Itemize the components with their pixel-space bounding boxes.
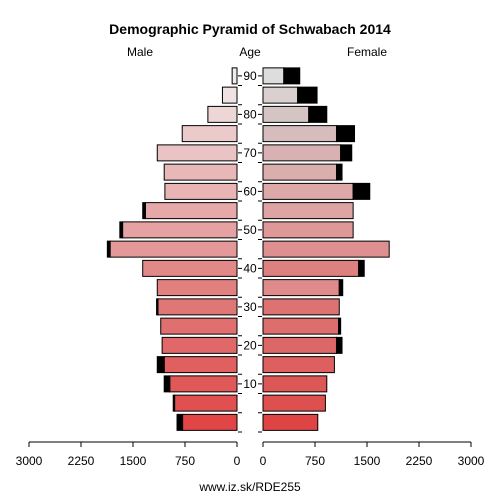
male-surplus-bar [176, 413, 184, 431]
male-bar [122, 221, 238, 239]
female-bars [262, 67, 390, 431]
age-tick-label: 50 [243, 223, 257, 237]
male-bar [207, 105, 238, 123]
female-bar [262, 125, 337, 143]
male-bar [163, 163, 238, 181]
female-bar [262, 240, 390, 258]
male-surplus-bar [142, 202, 146, 220]
male-surplus-bar [163, 375, 171, 393]
male-bar [163, 356, 238, 374]
chart-title: Demographic Pyramid of Schwabach 2014 [109, 21, 391, 37]
female-bar [262, 317, 340, 335]
x-tick-label: 0 [234, 454, 241, 468]
male-bar [156, 144, 238, 162]
x-tick-label: 750 [175, 454, 195, 468]
age-tick-label: 10 [243, 377, 257, 391]
female-surplus-bar [283, 67, 301, 85]
male-bar [144, 202, 238, 220]
female-bar [262, 144, 342, 162]
male-bar [182, 413, 238, 431]
x-tick-label: 3000 [458, 454, 485, 468]
female-surplus-bar [308, 105, 328, 123]
x-tick-label: 750 [305, 454, 325, 468]
female-bar [262, 182, 354, 200]
male-bar [169, 375, 238, 393]
female-bar [262, 298, 340, 316]
male-bar [181, 125, 238, 143]
male-bar [109, 240, 238, 258]
male-bar [142, 259, 238, 277]
female-bar [262, 163, 337, 181]
male-surplus-bar [172, 394, 176, 412]
female-surplus-bar [352, 182, 371, 200]
female-surplus-bar [358, 259, 365, 277]
age-tick-label: 90 [243, 69, 257, 83]
female-bar [262, 221, 354, 239]
female-bar [262, 336, 337, 354]
male-surplus-bar [119, 221, 124, 239]
age-tick-label: 70 [243, 146, 257, 160]
female-surplus-bar [338, 279, 344, 297]
female-surplus-bar [340, 144, 353, 162]
female-surplus-bar [335, 336, 343, 354]
female-surplus-bar [335, 125, 356, 143]
female-bar [262, 413, 319, 431]
male-bar [156, 279, 238, 297]
female-bar [262, 202, 354, 220]
age-tick-label: 80 [243, 107, 257, 121]
female-label: Female [347, 45, 387, 59]
female-bar [262, 356, 335, 374]
x-tick-label: 3000 [16, 454, 43, 468]
female-bar [262, 67, 285, 85]
male-bar [221, 86, 238, 104]
male-bar [231, 67, 238, 85]
age-tick-label: 20 [243, 338, 257, 352]
source-label: www.iz.sk/RDE255 [198, 480, 301, 494]
x-tick-label: 2250 [68, 454, 95, 468]
female-bar [262, 375, 328, 393]
female-surplus-bar [335, 163, 343, 181]
male-bar [164, 182, 238, 200]
age-label: Age [239, 45, 261, 59]
male-bar [160, 317, 238, 335]
male-bar [157, 298, 238, 316]
male-bar [161, 336, 238, 354]
female-bar [262, 259, 360, 277]
female-surplus-bar [297, 86, 318, 104]
female-bar [262, 394, 326, 412]
male-surplus-bar [156, 356, 165, 374]
age-tick-label: 40 [243, 261, 257, 275]
x-tick-label: 2250 [406, 454, 433, 468]
x-tick-label: 1500 [120, 454, 147, 468]
male-surplus-bar [106, 240, 111, 258]
female-bar [262, 86, 299, 104]
male-bar [174, 394, 238, 412]
male-surplus-bar [156, 298, 159, 316]
male-bars [106, 67, 238, 431]
age-axis: 10 20 30 40 50 60 70 80 90 [238, 69, 262, 433]
age-tick-label: 60 [243, 184, 257, 198]
population-axis: 3000 2250 1500 750 0 750 1500 2250 3000 0 [16, 441, 485, 468]
female-bar [262, 279, 340, 297]
male-label: Male [127, 45, 153, 59]
x-tick-label-zero-female: 0 [260, 454, 267, 468]
x-tick-label: 1500 [354, 454, 381, 468]
female-surplus-bar [338, 317, 342, 335]
age-tick-label: 30 [243, 300, 257, 314]
female-bar [262, 105, 310, 123]
